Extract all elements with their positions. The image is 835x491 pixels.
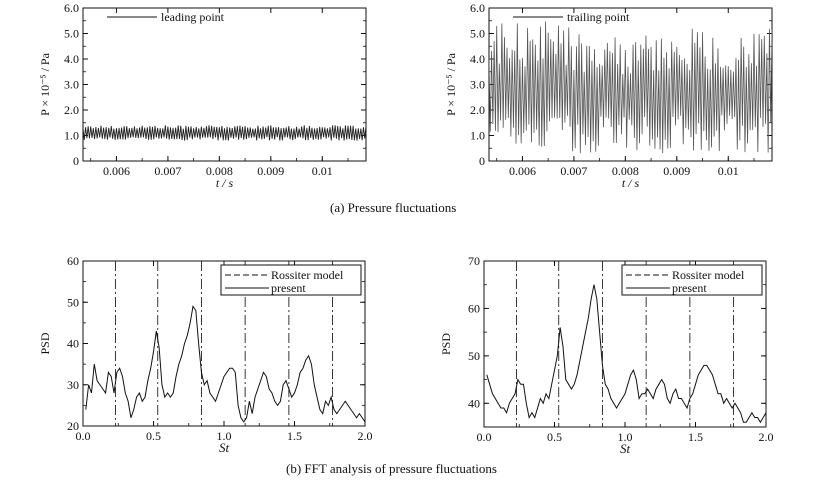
x-tick-label: 0.007	[154, 164, 181, 178]
x-tick-label: 0.008	[206, 164, 233, 178]
x-axis-label: St	[219, 440, 230, 455]
x-tick-label: 0.0	[477, 430, 492, 444]
time-series-leading-panel: 0 1.0 2.0 3.0 4.0 5.0 6.0 0.006 0.007 0.008 0.009 0…	[38, 1, 367, 190]
x-tick-label: 2.0	[759, 430, 774, 444]
y-axis-label: PSD	[38, 332, 52, 354]
y-tick-label: 0	[73, 154, 79, 168]
x-axis-label: St	[620, 441, 631, 456]
x-tick-label: 1.5	[688, 430, 703, 444]
legend-box	[220, 264, 362, 296]
y-tick-label: 50	[468, 349, 480, 363]
psd-trailing-panel: 40 50 60 70 0.0 0.5 1.0 1.5 2.0 St PSD Rossiter mod…	[439, 254, 774, 456]
x-tick-label: 0.006	[509, 164, 536, 178]
y-tick-label: 2.0	[470, 103, 485, 117]
y-tick-label: 60	[468, 301, 480, 315]
y-tick-label: 2.0	[64, 103, 79, 117]
x-tick-label: 0.008	[612, 164, 639, 178]
y-tick-label: 6.0	[470, 1, 485, 15]
y-tick-label: 60	[67, 254, 79, 268]
x-tick-label: 0.5	[146, 429, 161, 443]
y-tick-label: 4.0	[64, 52, 79, 66]
x-tick-label: 2.0	[358, 429, 373, 443]
y-tick-label: 5.0	[470, 27, 485, 41]
legend-label: trailing point	[567, 10, 630, 24]
legend-label-present: present	[672, 281, 707, 295]
psd-leading-panel: 20 30 40 50 60 0.0 0.5 1.0 1.5 2.0 St PSD Rossiter m…	[38, 254, 373, 455]
legend-box	[621, 264, 763, 296]
y-tick-label: 40	[67, 337, 79, 351]
x-axis-label: t / s	[216, 176, 234, 190]
y-axis-label: P × 10⁻⁵ / Pa	[444, 52, 458, 116]
legend-label: leading point	[161, 10, 225, 24]
x-tick-label: 0.01	[718, 164, 739, 178]
series-line-present	[85, 305, 365, 423]
x-tick-label: 1.0	[618, 430, 633, 444]
x-tick-label: 1.0	[217, 429, 232, 443]
series-line-present	[486, 284, 766, 424]
y-tick-label: 6.0	[64, 1, 79, 15]
x-tick-label: 0.007	[560, 164, 587, 178]
plot-area	[489, 21, 772, 154]
y-tick-label: 1.0	[470, 129, 485, 143]
time-series-trailing-panel: 0 1.0 2.0 3.0 4.0 5.0 6.0 0.006 0.007 0.008 0.009 0…	[444, 1, 773, 190]
x-tick-label: 0.01	[312, 164, 333, 178]
y-tick-label: 40	[468, 396, 480, 410]
series-line-trailing-point	[489, 21, 772, 154]
caption-a: (a) Pressure fluctuations	[330, 200, 457, 215]
y-tick-label: 3.0	[470, 78, 485, 92]
x-tick-label: 0.006	[103, 164, 130, 178]
y-tick-label: 1.0	[64, 129, 79, 143]
legend-label-present: present	[271, 281, 306, 295]
y-tick-label: 30	[67, 378, 79, 392]
y-tick-label: 3.0	[64, 78, 79, 92]
x-tick-label: 0.0	[76, 429, 91, 443]
y-tick-label: 4.0	[470, 52, 485, 66]
x-axis-label: t / s	[622, 176, 640, 190]
y-tick-label: 70	[468, 254, 480, 268]
plot-area	[83, 125, 366, 141]
y-tick-label: 20	[67, 419, 79, 433]
y-axis-label: P × 10⁻⁵ / Pa	[38, 52, 52, 116]
caption-b: (b) FFT analysis of pressure fluctuation…	[286, 461, 497, 476]
series-line-leading-point	[83, 125, 366, 141]
y-tick-label: 50	[67, 295, 79, 309]
legend-label-rossiter: Rossiter model	[672, 268, 745, 282]
y-axis-label: PSD	[439, 333, 453, 355]
y-tick-label: 0	[479, 154, 485, 168]
y-tick-label: 5.0	[64, 27, 79, 41]
x-tick-label: 1.5	[287, 429, 302, 443]
x-tick-label: 0.009	[663, 164, 690, 178]
legend-label-rossiter: Rossiter model	[271, 268, 344, 282]
x-tick-label: 0.009	[257, 164, 284, 178]
x-tick-label: 0.5	[547, 430, 562, 444]
